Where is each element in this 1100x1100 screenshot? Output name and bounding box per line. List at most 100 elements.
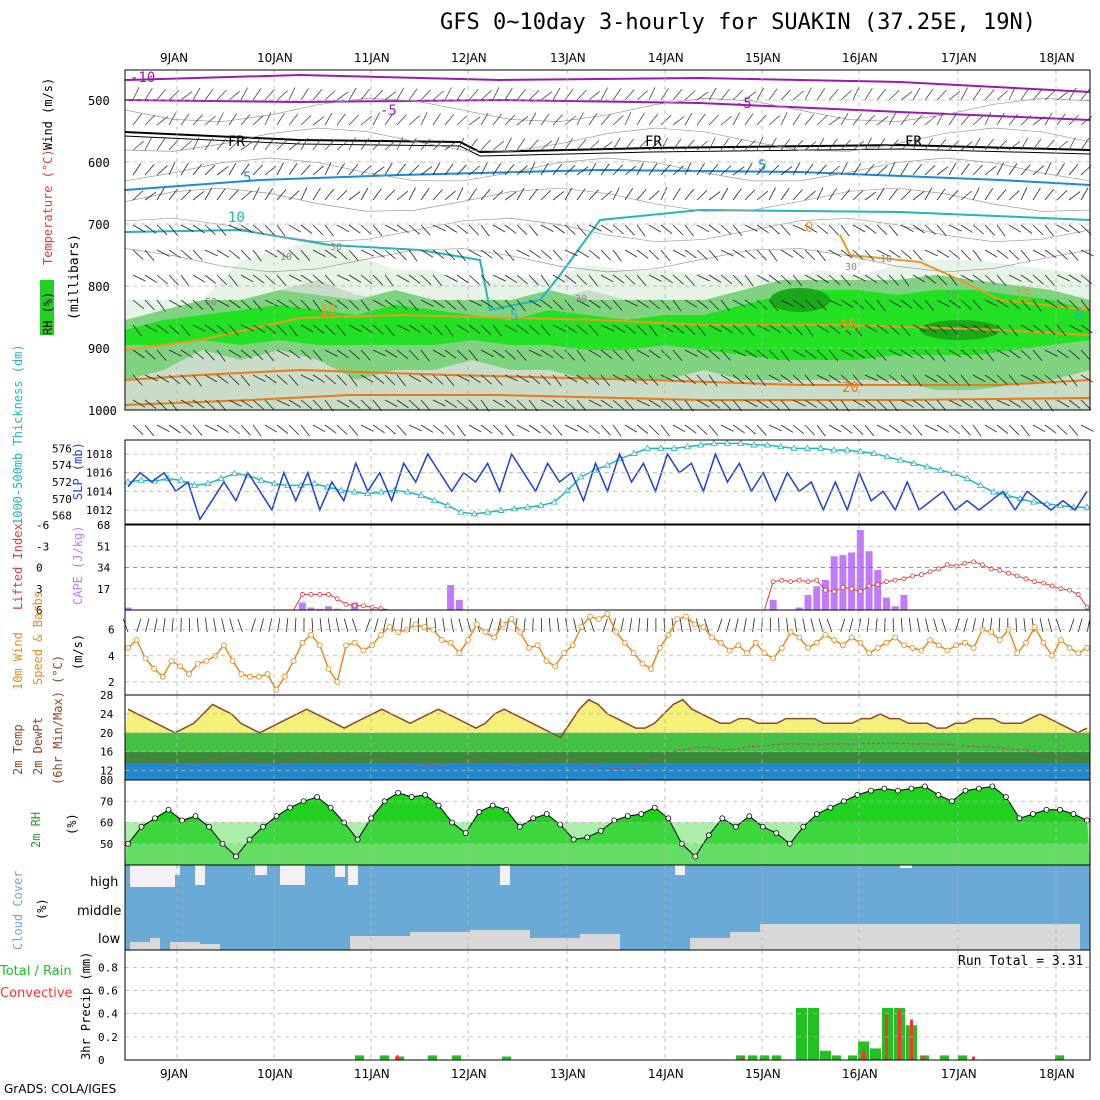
wind-barb bbox=[528, 374, 541, 385]
wind-barb bbox=[900, 189, 912, 201]
wind-barb bbox=[468, 89, 479, 101]
wind-barb bbox=[156, 116, 169, 126]
wind-barb bbox=[612, 187, 620, 201]
wind-barb bbox=[384, 140, 396, 151]
cape-bar bbox=[447, 585, 455, 610]
wind-barb bbox=[324, 162, 332, 176]
wind10m-point bbox=[360, 647, 367, 654]
wind-barb bbox=[1080, 374, 1094, 383]
thickness-point bbox=[310, 479, 319, 487]
li-point bbox=[352, 603, 358, 609]
wind-barb bbox=[1044, 349, 1058, 357]
wind-barb bbox=[396, 274, 410, 283]
li-point bbox=[936, 566, 942, 572]
wind-barb bbox=[984, 112, 992, 126]
wind-barb bbox=[540, 249, 552, 260]
wind-barb bbox=[852, 87, 860, 101]
wind-barb bbox=[1068, 191, 1081, 201]
wind-barb bbox=[132, 163, 142, 176]
wind-barb bbox=[864, 224, 877, 234]
wind-barb bbox=[636, 249, 649, 259]
wind-barb bbox=[1032, 187, 1041, 201]
wind-barb bbox=[1080, 187, 1089, 201]
wind-barb bbox=[132, 374, 143, 386]
wind-barb bbox=[972, 349, 984, 361]
wind-barb bbox=[216, 249, 230, 258]
wind-barb bbox=[876, 274, 888, 285]
thickness-tick: 572 bbox=[52, 476, 72, 489]
wind-barb bbox=[804, 299, 816, 310]
wind-tick: 4 bbox=[108, 650, 115, 663]
wind-barb bbox=[360, 165, 372, 176]
wind-barb bbox=[264, 249, 278, 258]
wind-barb bbox=[324, 299, 338, 308]
upper-axis-title: (millibars) bbox=[67, 234, 82, 320]
wind-barb bbox=[132, 424, 144, 435]
li-point bbox=[866, 583, 872, 589]
li-point bbox=[360, 603, 366, 609]
rh-contour bbox=[124, 217, 1091, 243]
cloud-level-label: middle bbox=[77, 904, 121, 919]
wind-barb bbox=[528, 90, 540, 101]
contour-label: 30 bbox=[330, 242, 342, 253]
slp-tick: 1012 bbox=[86, 504, 113, 517]
wind-barb bbox=[744, 224, 758, 232]
wind-barb bbox=[948, 374, 960, 385]
wind-barb bbox=[768, 299, 779, 311]
wind-barb bbox=[972, 324, 986, 333]
wind-barb bbox=[1032, 89, 1043, 101]
wind-barb bbox=[1020, 324, 1034, 333]
wind-barb bbox=[216, 399, 227, 411]
wind-barb bbox=[708, 424, 719, 436]
wind-barb bbox=[336, 224, 350, 233]
cape-bar bbox=[891, 606, 899, 610]
wind-barb bbox=[888, 224, 899, 237]
wind-barb bbox=[828, 274, 840, 285]
dewpt-band bbox=[125, 732, 1090, 752]
wind-barb bbox=[480, 299, 494, 308]
wind10m-point bbox=[255, 673, 262, 680]
wind-barb bbox=[276, 249, 289, 259]
wind-barb bbox=[144, 249, 155, 261]
wind-barb bbox=[996, 249, 1009, 259]
rh-point bbox=[354, 836, 361, 843]
wind-barb bbox=[840, 274, 851, 286]
rh-point bbox=[813, 811, 820, 817]
wind-barb bbox=[312, 165, 324, 176]
wind-barb bbox=[396, 163, 406, 176]
wind-barb bbox=[264, 224, 275, 236]
rh-contour bbox=[124, 248, 1091, 273]
thickness-point bbox=[443, 501, 452, 508]
wind-barb bbox=[996, 299, 1009, 308]
wind-barb bbox=[1008, 274, 1022, 282]
wind-barb bbox=[384, 424, 396, 435]
wind-barb bbox=[936, 249, 950, 258]
wind-barb bbox=[540, 274, 550, 287]
wind10m-point bbox=[988, 629, 994, 636]
temp-label3: (6hr Min/Max) (°C) bbox=[51, 655, 65, 785]
wind-barb bbox=[912, 87, 921, 101]
wind-barb bbox=[588, 224, 602, 232]
wind-barb bbox=[168, 324, 180, 335]
wind-barb bbox=[996, 189, 1007, 201]
cloud-low bbox=[470, 930, 530, 950]
wind-barb bbox=[264, 399, 275, 411]
wind-barb bbox=[684, 224, 694, 237]
wind-barb bbox=[960, 190, 972, 201]
wind-barb bbox=[372, 299, 386, 308]
wind-barb bbox=[972, 115, 984, 126]
precip-bar bbox=[940, 1055, 949, 1060]
wind-barb bbox=[144, 374, 158, 382]
wind-barb bbox=[564, 224, 576, 235]
wind10m-point bbox=[186, 671, 192, 677]
wind-barb bbox=[132, 140, 145, 151]
wind-barb bbox=[252, 349, 264, 361]
wind-barb bbox=[324, 188, 335, 201]
wind-legend: Wind (m/s) bbox=[41, 78, 55, 150]
wind-barb bbox=[372, 424, 385, 434]
wind-barb bbox=[912, 349, 924, 360]
wind-barb bbox=[744, 140, 756, 151]
wind-barb bbox=[228, 324, 239, 336]
wind-barb bbox=[456, 164, 467, 176]
li-point bbox=[823, 587, 828, 593]
